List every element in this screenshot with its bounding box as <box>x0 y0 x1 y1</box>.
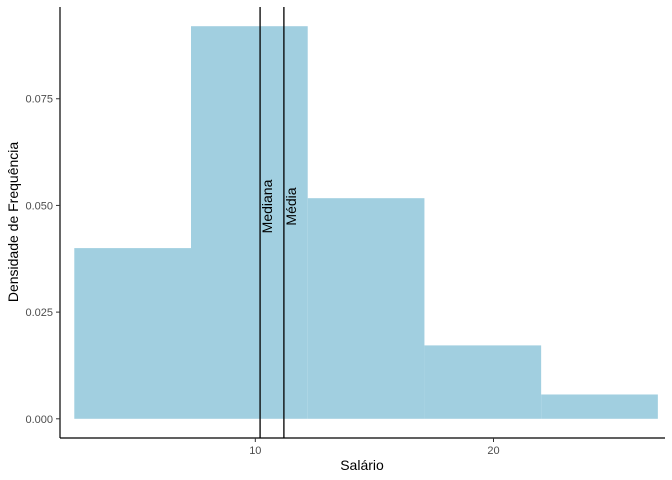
y-tick-label: 0.050 <box>25 200 53 212</box>
x-tick-label: 20 <box>487 445 499 457</box>
histogram-bar-3 <box>307 198 425 419</box>
axes <box>59 7 665 439</box>
y-tick-label: 0.075 <box>25 94 53 106</box>
x-axis-ticks: 10 20 <box>249 438 500 457</box>
y-axis-ticks: 0.000 0.025 0.050 0.075 <box>25 94 60 426</box>
x-axis-title: Salário <box>340 457 384 473</box>
histogram-bar-4 <box>424 345 542 419</box>
x-tick-label: 10 <box>249 445 261 457</box>
y-tick-label: 0.025 <box>25 307 53 319</box>
histogram-bars <box>74 26 658 419</box>
reference-line-label-2: Média <box>283 187 299 225</box>
reference-line-label-1: Mediana <box>259 179 275 233</box>
histogram-bar-2 <box>191 26 308 419</box>
reference-lines: Mediana Média <box>259 7 299 438</box>
histogram-bar-5 <box>541 394 658 419</box>
y-axis-title: Densidade de Frequência <box>5 142 21 303</box>
histogram-bar-1 <box>74 248 192 419</box>
y-tick-label: 0.000 <box>25 414 53 426</box>
